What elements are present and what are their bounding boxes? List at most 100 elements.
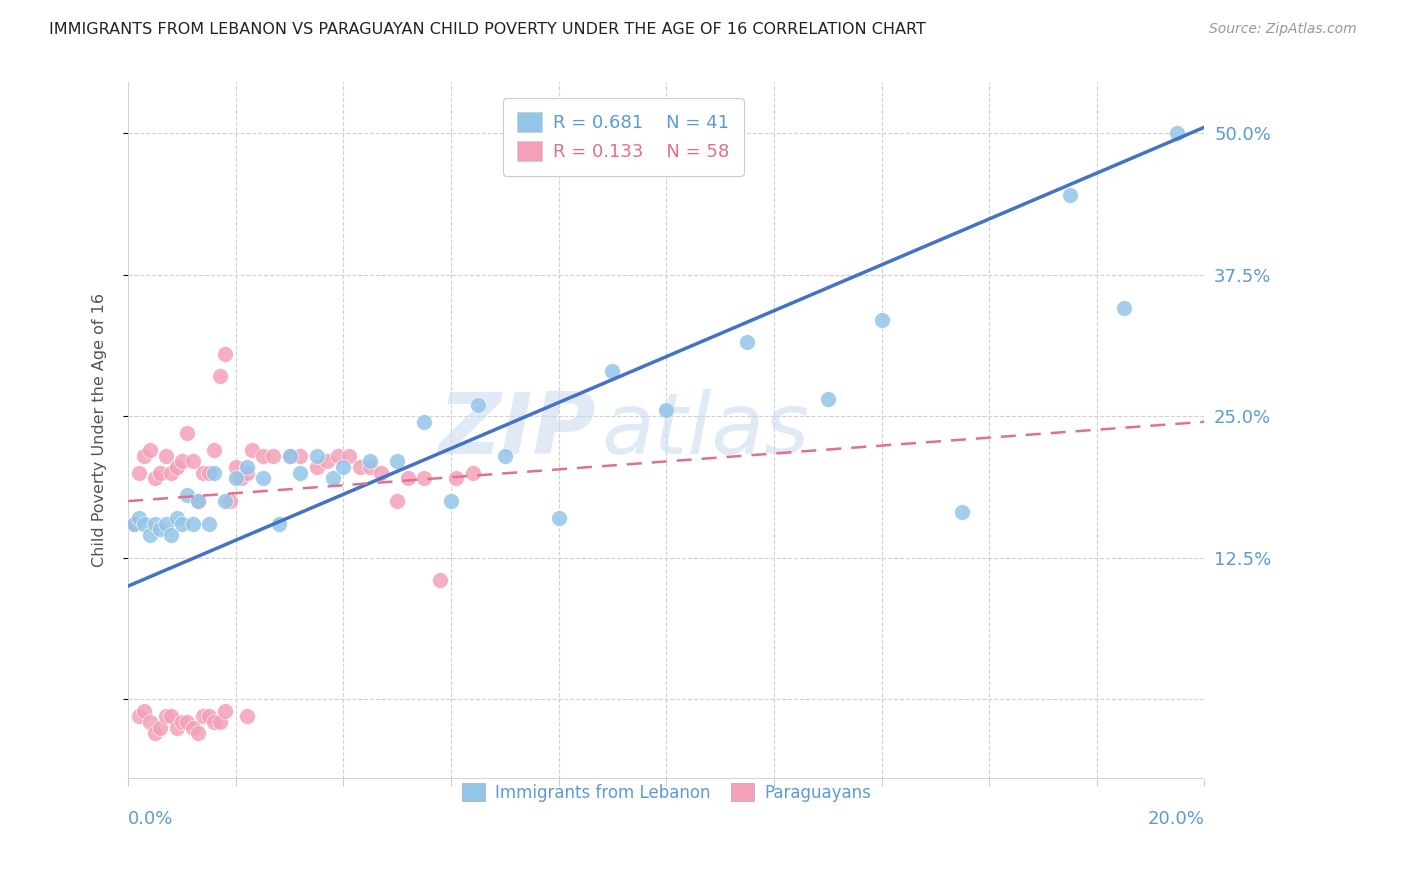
Point	[166, 460, 188, 475]
Point	[155, 709, 177, 723]
Point	[396, 471, 419, 485]
Point	[219, 494, 242, 508]
Point	[128, 709, 150, 723]
Point	[187, 494, 209, 508]
Point	[1112, 301, 1135, 316]
Point	[225, 471, 247, 485]
Text: 0.0%: 0.0%	[128, 811, 173, 829]
Point	[326, 449, 349, 463]
Point	[160, 466, 183, 480]
Point	[202, 443, 225, 458]
Point	[440, 494, 463, 508]
Point	[235, 466, 257, 480]
Point	[198, 516, 221, 531]
Point	[149, 721, 172, 735]
Point	[387, 454, 409, 468]
Point	[1059, 188, 1081, 202]
Point	[214, 704, 236, 718]
Point	[176, 488, 198, 502]
Point	[134, 704, 156, 718]
Point	[138, 528, 160, 542]
Point	[149, 523, 172, 537]
Point	[1166, 126, 1188, 140]
Point	[193, 466, 215, 480]
Point	[138, 443, 160, 458]
Point	[359, 454, 381, 468]
Point	[252, 449, 274, 463]
Point	[155, 449, 177, 463]
Point	[267, 516, 290, 531]
Point	[122, 516, 145, 531]
Point	[176, 714, 198, 729]
Point	[446, 471, 468, 485]
Point	[160, 709, 183, 723]
Point	[278, 449, 301, 463]
Point	[187, 494, 209, 508]
Point	[602, 364, 624, 378]
Point	[337, 449, 360, 463]
Point	[262, 449, 284, 463]
Point	[735, 335, 758, 350]
Point	[332, 460, 354, 475]
Point	[170, 454, 193, 468]
Point	[240, 443, 263, 458]
Point	[134, 516, 156, 531]
Point	[138, 714, 160, 729]
Point	[305, 460, 328, 475]
Point	[170, 714, 193, 729]
Text: atlas: atlas	[602, 389, 810, 472]
Point	[370, 466, 392, 480]
Point	[413, 415, 436, 429]
Point	[143, 471, 166, 485]
Point	[467, 398, 489, 412]
Point	[322, 471, 344, 485]
Point	[461, 466, 484, 480]
Point	[128, 511, 150, 525]
Point	[387, 494, 409, 508]
Point	[231, 471, 253, 485]
Point	[134, 449, 156, 463]
Point	[547, 511, 569, 525]
Point	[214, 347, 236, 361]
Point	[225, 460, 247, 475]
Point	[176, 426, 198, 441]
Point	[494, 449, 516, 463]
Point	[181, 721, 204, 735]
Point	[143, 726, 166, 740]
Point	[202, 714, 225, 729]
Point	[208, 714, 231, 729]
Point	[950, 505, 973, 519]
Point	[208, 369, 231, 384]
Point	[655, 403, 678, 417]
Point	[278, 449, 301, 463]
Point	[305, 449, 328, 463]
Text: IMMIGRANTS FROM LEBANON VS PARAGUAYAN CHILD POVERTY UNDER THE AGE OF 16 CORRELAT: IMMIGRANTS FROM LEBANON VS PARAGUAYAN CH…	[49, 22, 927, 37]
Point	[193, 709, 215, 723]
Text: 20.0%: 20.0%	[1147, 811, 1205, 829]
Point	[252, 471, 274, 485]
Point	[359, 460, 381, 475]
Point	[235, 460, 257, 475]
Point	[290, 466, 312, 480]
Point	[235, 709, 257, 723]
Legend: Immigrants from Lebanon, Paraguayans: Immigrants from Lebanon, Paraguayans	[456, 777, 877, 809]
Text: ZIP: ZIP	[439, 389, 596, 472]
Point	[214, 494, 236, 508]
Point	[817, 392, 839, 406]
Point	[290, 449, 312, 463]
Point	[429, 574, 451, 588]
Point	[187, 726, 209, 740]
Point	[870, 313, 893, 327]
Point	[166, 511, 188, 525]
Point	[349, 460, 371, 475]
Point	[160, 528, 183, 542]
Point	[122, 516, 145, 531]
Point	[198, 466, 221, 480]
Point	[143, 516, 166, 531]
Point	[413, 471, 436, 485]
Point	[166, 721, 188, 735]
Point	[128, 466, 150, 480]
Point	[170, 516, 193, 531]
Point	[149, 466, 172, 480]
Point	[316, 454, 339, 468]
